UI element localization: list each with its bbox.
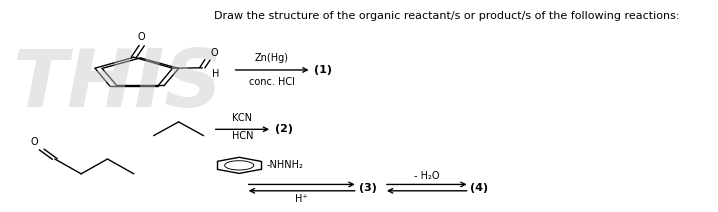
- Text: conc. HCl: conc. HCl: [249, 77, 295, 87]
- Text: H⁺: H⁺: [295, 194, 308, 204]
- Text: (3): (3): [358, 183, 376, 193]
- Text: O: O: [138, 32, 146, 42]
- Text: O: O: [31, 137, 38, 147]
- Text: THIS: THIS: [12, 46, 223, 124]
- Text: -NHNH₂: -NHNH₂: [266, 160, 303, 170]
- Text: HCN: HCN: [232, 131, 253, 141]
- Text: (2): (2): [275, 124, 293, 134]
- Text: - H₂O: - H₂O: [414, 171, 439, 181]
- Text: (4): (4): [470, 183, 488, 193]
- Text: H: H: [212, 69, 220, 79]
- Text: (1): (1): [314, 65, 332, 75]
- Text: KCN: KCN: [233, 113, 253, 123]
- Text: Draw the structure of the organic reactant/s or product/s of the following react: Draw the structure of the organic reacta…: [214, 11, 679, 21]
- Text: O: O: [211, 48, 218, 58]
- Text: Zn(Hg): Zn(Hg): [255, 53, 289, 63]
